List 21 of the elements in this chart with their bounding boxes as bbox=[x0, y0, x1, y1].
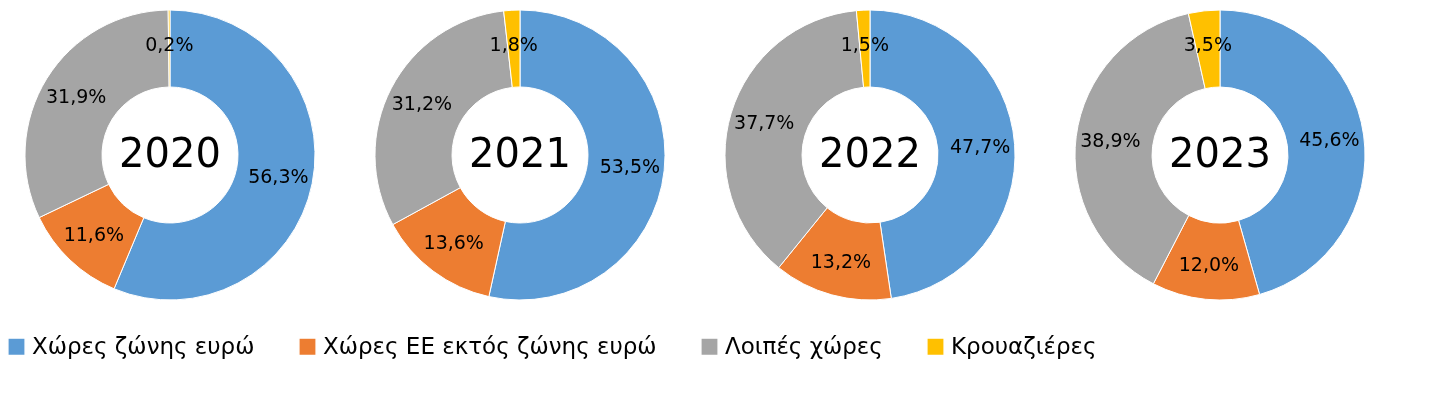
data-label: 53,5% bbox=[599, 154, 661, 177]
data-label: 31,9% bbox=[45, 84, 107, 107]
data-label: 38,9% bbox=[1080, 128, 1141, 151]
data-label: 11,6% bbox=[63, 223, 125, 246]
data-label: 47,7% bbox=[950, 134, 1011, 157]
data-label: 12,0% bbox=[1178, 252, 1240, 275]
text: 2021 bbox=[469, 130, 571, 176]
data-label: 56,3% bbox=[248, 164, 309, 187]
data-label: 0,2% bbox=[145, 32, 194, 55]
legend-label: Χώρες ζώνης ευρώ bbox=[32, 332, 255, 359]
data-label: 31,2% bbox=[391, 92, 453, 115]
text: 2023 bbox=[1169, 130, 1271, 176]
text: 2022 bbox=[819, 130, 921, 176]
data-label: 13,2% bbox=[810, 249, 872, 272]
data-label: 13,6% bbox=[423, 231, 484, 254]
text: 2020 bbox=[119, 130, 221, 176]
data-label: 45,6% bbox=[1299, 127, 1360, 150]
legend-label: Χώρες ΕΕ εκτός ζώνης ευρώ bbox=[323, 332, 657, 359]
data-label: 37,7% bbox=[734, 111, 795, 134]
legend-label: Κρουαζιέρες bbox=[951, 332, 1097, 359]
legend-label: Λοιπές χώρες bbox=[725, 332, 883, 359]
